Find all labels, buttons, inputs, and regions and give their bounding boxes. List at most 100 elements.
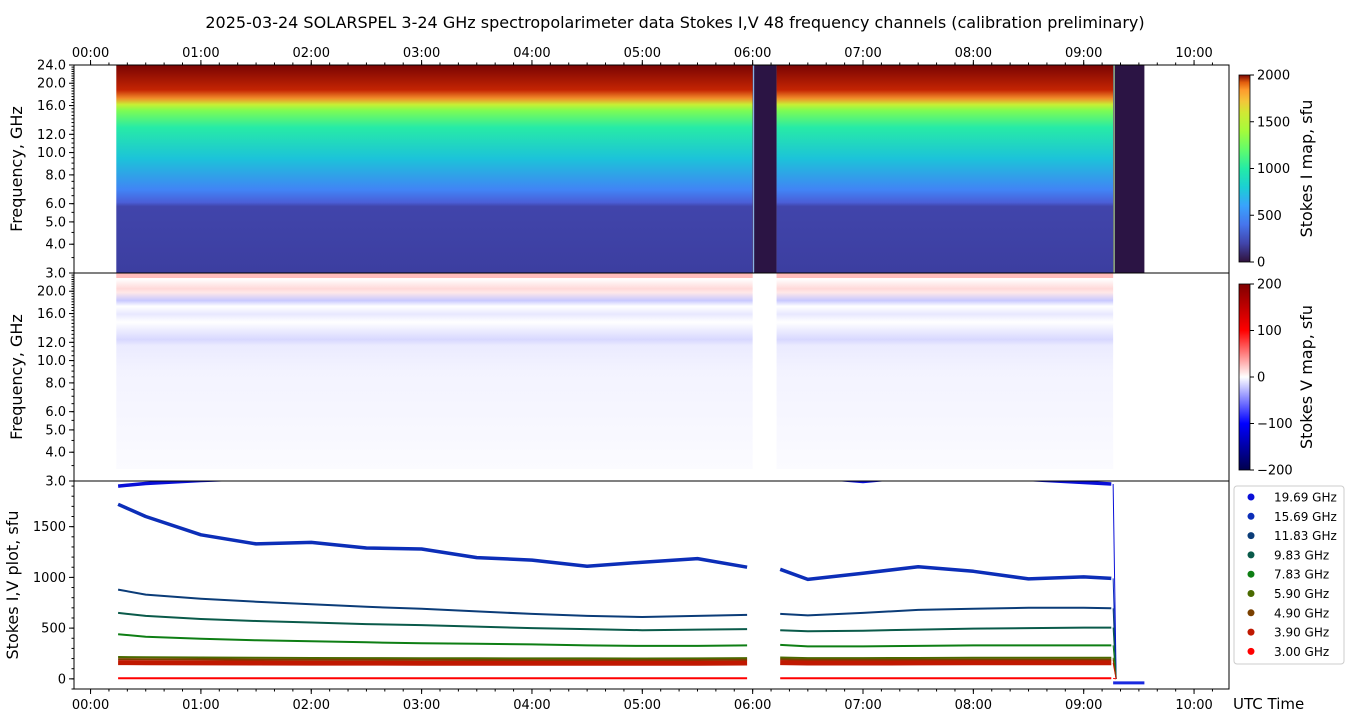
x-axis-label: UTC Time <box>1233 695 1304 713</box>
colorbar-tick-label: 1000 <box>1257 162 1290 177</box>
legend-marker <box>1247 512 1255 520</box>
y-tick-label: 12.0 <box>37 336 66 351</box>
colorbar-tick-label: 500 <box>1257 209 1282 224</box>
legend-entry: 5.90 GHz <box>1274 587 1329 601</box>
colorbar-ramp <box>1238 74 1251 263</box>
y-tick-label: 8.0 <box>45 376 66 391</box>
figure-body: 00:00 00:00 01:00 01:00 02:00 02:00 03:00 03:00… <box>3 46 1345 713</box>
stokes-i-data-block <box>776 65 1114 273</box>
series-line <box>780 656 1112 660</box>
series-line <box>117 588 748 618</box>
top-tick-label: 08:00 <box>955 46 992 61</box>
y-tick-label: 500 <box>41 622 66 637</box>
legend-entry: 4.90 GHz <box>1274 606 1329 620</box>
colorbar-ramp <box>1238 283 1251 471</box>
time-axes: 00:00 00:00 01:00 01:00 02:00 02:00 03:00 03:00… <box>72 46 1304 713</box>
legend-entry: 7.83 GHz <box>1274 568 1329 582</box>
colorbar-tick-label: −200 <box>1257 464 1293 479</box>
bottom-tick-label: 06:00 <box>734 698 771 713</box>
series-line <box>835 481 1112 486</box>
top-tick-label: 04:00 <box>513 46 550 61</box>
series-line <box>780 606 1112 617</box>
y-axis-label: Stokes I,V plot, sfu <box>3 511 22 660</box>
y-tick-label: 16.0 <box>37 99 66 114</box>
series-line <box>118 660 748 666</box>
legend-entry: 19.69 GHz <box>1274 491 1337 505</box>
colorbar-label: Stokes I map, sfu <box>1297 100 1316 238</box>
top-tick-label: 02:00 <box>293 46 330 61</box>
bottom-tick-label: 03:00 <box>403 698 440 713</box>
colorbar-tick-label: 2000 <box>1257 69 1290 84</box>
bottom-tick-label: 09:00 <box>1065 698 1102 713</box>
top-tick-label: 09:00 <box>1065 46 1102 61</box>
series-line <box>780 643 1112 648</box>
y-tick-label: 16.0 <box>37 307 66 322</box>
top-tick-label: 00:00 <box>72 46 109 61</box>
bottom-tick-label: 04:00 <box>513 698 550 713</box>
bottom-tick-label: 05:00 <box>624 698 661 713</box>
series-group <box>117 481 1145 685</box>
y-tick-label: 10.0 <box>37 354 66 369</box>
y-tick-label: 24.0 <box>37 59 66 74</box>
y-tick-label: 0 <box>58 672 66 687</box>
y-tick-label: 8.0 <box>45 168 66 183</box>
series-line <box>118 658 748 662</box>
bottom-tick-label: 10:00 <box>1175 698 1212 713</box>
frequency-axis-2: 20.0 16.0 12.0 10.0 8.0 6.0 5.0 4.0 3.0 Frequency… <box>7 272 74 490</box>
colorbar-tick-label: 100 <box>1257 324 1282 339</box>
y-tick-label: 5.0 <box>45 423 66 438</box>
stokes-i-gap-2 <box>1113 65 1145 273</box>
y-tick-label: 20.0 <box>37 77 66 92</box>
y-axis-label: Frequency, GHz <box>7 106 26 232</box>
sfu-axis: 1500 1000 500 0 Stokes I,V plot, sfu <box>3 485 74 690</box>
top-tick-label: 01:00 <box>182 46 219 61</box>
legend-marker <box>1247 551 1255 559</box>
y-tick-label: 4.0 <box>45 238 66 253</box>
bottom-tick-label: 07:00 <box>844 698 881 713</box>
top-tick-label: 10:00 <box>1175 46 1212 61</box>
stokes-i-map-panel <box>116 65 1145 273</box>
legend-entry: 15.69 GHz <box>1274 510 1337 524</box>
y-tick-label: 6.0 <box>45 197 66 212</box>
y-tick-label: 5.0 <box>45 215 66 230</box>
y-tick-label: 6.0 <box>45 405 66 420</box>
top-tick-label: 05:00 <box>624 46 661 61</box>
y-tick-label: 20.0 <box>37 285 66 300</box>
y-tick-label: 12.0 <box>37 128 66 143</box>
legend-entry: 3.00 GHz <box>1274 645 1329 659</box>
y-tick-label: 4.0 <box>45 446 66 461</box>
stokes-v-top-band <box>776 273 1114 278</box>
legend-entry: 9.83 GHz <box>1274 548 1329 562</box>
stokes-v-data-block <box>116 273 753 469</box>
bottom-tick-label: 02:00 <box>293 698 330 713</box>
stokes-i-gap-1 <box>752 65 777 273</box>
colorbar-tick-label: 0 <box>1257 371 1265 386</box>
stokes-iv-plot-panel <box>117 481 1145 685</box>
legend-marker <box>1247 590 1255 597</box>
legend-entry: 11.83 GHz <box>1274 529 1337 543</box>
series-line <box>117 611 748 632</box>
legend-box <box>1233 485 1345 665</box>
colorbar-tick-label: 200 <box>1257 278 1282 293</box>
y-tick-label: 10.0 <box>37 146 66 161</box>
stokes-v-top-band <box>116 273 753 278</box>
series-line <box>117 502 748 569</box>
legend-marker <box>1247 628 1255 636</box>
legend-marker <box>1247 532 1255 540</box>
top-tick-label: 03:00 <box>403 46 440 61</box>
chart-title: 2025-03-24 SOLARSPEL 3-24 GHz spectropol… <box>205 13 1144 32</box>
series-line <box>780 626 1112 633</box>
legend: 19.69 GHz 15.69 GHz 11.83 GHz 9.83 GHz 7.83 … <box>1233 485 1345 665</box>
legend-marker <box>1247 570 1255 578</box>
colorbar-tick-label: 0 <box>1257 256 1265 271</box>
colorbar-2: 200 100 0 −100 −200 Stokes V map, sfu <box>1238 278 1316 479</box>
stokes-v-map-panel <box>116 273 1114 469</box>
y-tick-label: 1000 <box>33 571 66 586</box>
legend-marker <box>1247 609 1255 617</box>
stokes-v-data-block <box>776 273 1114 469</box>
series-line <box>118 633 748 647</box>
colorbar-tick-label: −100 <box>1257 417 1293 432</box>
legend-marker <box>1247 647 1255 655</box>
series-dropoff <box>1113 677 1117 680</box>
y-axis-label: Frequency, GHz <box>7 314 26 440</box>
